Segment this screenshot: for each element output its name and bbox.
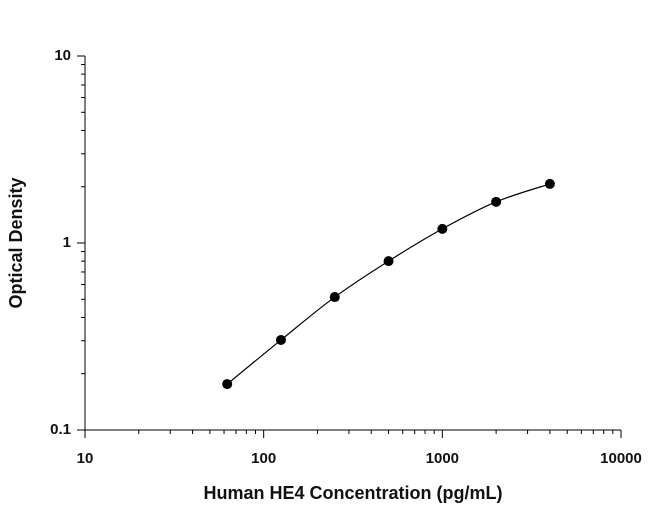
y-axis-title: Optical Density	[6, 177, 26, 308]
data-point	[383, 256, 394, 267]
y-tick-label: 0.1	[50, 421, 71, 438]
x-axis-title: Human HE4 Concentration (pg/mL)	[203, 483, 502, 503]
y-tick-label: 10	[54, 47, 71, 64]
data-point	[329, 292, 340, 303]
data-point	[544, 178, 555, 189]
y-tick-label: 1	[63, 234, 71, 251]
x-tick-label: 100	[251, 450, 276, 467]
data-point	[491, 196, 502, 207]
x-tick-label: 1000	[426, 450, 459, 467]
x-tick-label: 10	[77, 450, 94, 467]
x-tick-label: 10000	[600, 450, 642, 467]
data-point	[222, 379, 233, 390]
data-point	[437, 223, 448, 234]
fit-curve	[226, 183, 551, 385]
data-point	[275, 334, 286, 345]
